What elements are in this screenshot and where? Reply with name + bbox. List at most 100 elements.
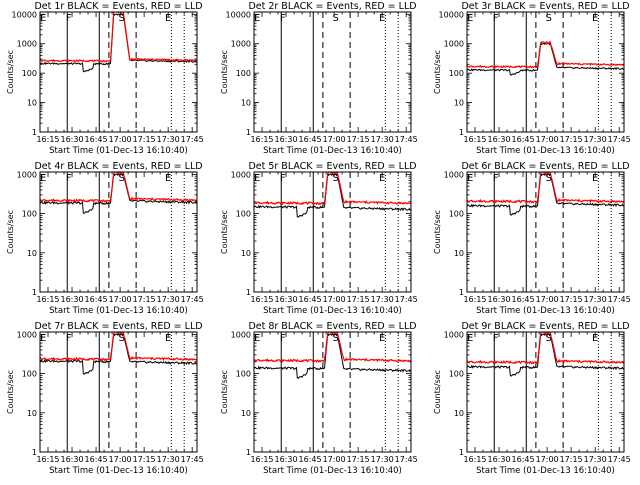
x-axis-label: Start Time (01-Dec-13 16:10:40): [49, 306, 188, 316]
flag-label: E: [592, 13, 598, 24]
y-tick-label: 1: [459, 448, 464, 457]
y-axis-label: Counts/sec: [6, 370, 15, 414]
x-tick-label: 17:00: [109, 135, 132, 144]
flag-label: F: [66, 173, 72, 184]
x-tick-label: 16:15: [463, 135, 486, 144]
panel-det-6: Det 6r BLACK = Events, RED = LLD Counts/s…: [433, 161, 631, 316]
x-tick-label: 17:00: [536, 295, 559, 304]
x-tick-label: 17:00: [536, 455, 559, 464]
x-tick-label: 16:30: [61, 295, 84, 304]
y-tick-label: 10: [27, 249, 37, 258]
x-tick-label: 16:15: [36, 295, 59, 304]
x-tick-label: 16:45: [85, 455, 108, 464]
series-group: [467, 332, 624, 377]
y-tick-label: 1000: [17, 40, 37, 49]
x-tick-label: 17:15: [347, 455, 370, 464]
y-tick-label: 100: [22, 210, 37, 219]
marker-lines: [280, 332, 399, 452]
y-tick-label: 1: [459, 128, 464, 137]
flag-label: S: [119, 13, 125, 24]
y-tick-label: 1000: [444, 330, 464, 339]
lld-series-line: [254, 332, 411, 364]
marker-lines: [280, 12, 399, 132]
x-tick-label: 17:15: [133, 135, 156, 144]
y-tick-label: 1: [32, 288, 37, 297]
y-tick-label: 10000: [226, 10, 251, 19]
x-tick-label: 17:30: [584, 295, 607, 304]
x-tick-label: 17:00: [536, 135, 559, 144]
y-tick-label: 10: [241, 99, 251, 108]
panel-det-3: Det 3r BLACK = Events, RED = LLD Counts/s…: [433, 1, 631, 156]
panel-det-1: Det 1r BLACK = Events, RED = LLD Counts/s…: [6, 1, 204, 156]
flag-label: E: [592, 173, 598, 184]
x-tick-label: 17:45: [608, 455, 631, 464]
panel-det-7: Det 7r BLACK = Events, RED = LLD Counts/s…: [6, 321, 204, 476]
x-tick-label: 16:15: [36, 135, 59, 144]
x-axis-label: Start Time (01-Dec-13 16:10:40): [476, 466, 615, 476]
y-tick-label: 10: [454, 99, 464, 108]
x-tick-label: 16:45: [512, 455, 535, 464]
x-tick-label: 16:30: [275, 135, 298, 144]
x-tick-label: 16:30: [61, 455, 84, 464]
x-tick-label: 17:45: [395, 295, 418, 304]
y-tick-label: 1: [246, 288, 251, 297]
panel-det-9: Det 9r BLACK = Events, RED = LLD Counts/s…: [433, 321, 631, 476]
x-tick-label: 17:30: [584, 135, 607, 144]
plot-frame: [39, 331, 198, 453]
x-tick-label: 17:15: [347, 135, 370, 144]
y-tick-label: 10000: [12, 10, 37, 19]
lld-series-line: [254, 172, 411, 206]
y-axis-label: Counts/sec: [433, 370, 442, 414]
x-tick-label: 17:30: [157, 455, 180, 464]
y-tick-label: 10: [454, 249, 464, 258]
x-tick-label: 16:45: [85, 295, 108, 304]
flag-label: E: [254, 333, 260, 344]
y-tick-label: 1: [246, 128, 251, 137]
x-tick-label: 17:30: [157, 135, 180, 144]
x-tick-label: 17:30: [157, 295, 180, 304]
y-axis-label: Counts/sec: [220, 50, 229, 94]
plot-frame: [253, 171, 412, 293]
events-series-line: [40, 172, 197, 215]
plot-frame: [466, 171, 625, 293]
x-tick-label: 16:30: [488, 295, 511, 304]
y-tick-label: 100: [236, 370, 251, 379]
y-tick-label: 100: [449, 210, 464, 219]
events-series-line: [40, 12, 197, 73]
series-group: [40, 332, 197, 375]
flag-label: E: [592, 333, 598, 344]
x-tick-label: 17:30: [371, 135, 394, 144]
events-series-line: [467, 41, 624, 76]
x-tick-label: 17:30: [584, 455, 607, 464]
plot-frame: [466, 11, 625, 133]
y-axis-label: Counts/sec: [6, 210, 15, 254]
x-tick-label: 17:15: [560, 135, 583, 144]
flag-label: S: [546, 13, 552, 24]
x-tick-label: 16:15: [463, 295, 486, 304]
y-tick-label: 10: [27, 99, 37, 108]
flag-label: F: [280, 13, 286, 24]
x-tick-label: 17:00: [323, 455, 346, 464]
y-tick-label: 1: [32, 128, 37, 137]
events-series-line: [254, 172, 411, 218]
plot-frame: [253, 331, 412, 453]
flag-label: S: [119, 173, 125, 184]
flag-label: E: [379, 13, 385, 24]
lld-series-line: [40, 332, 197, 362]
panel-title: Det 9r BLACK = Events, RED = LLD: [461, 321, 629, 332]
lld-series-line: [467, 172, 624, 204]
y-tick-label: 1000: [231, 170, 251, 179]
y-tick-label: 10: [454, 409, 464, 418]
panel-title: Det 3r BLACK = Events, RED = LLD: [461, 1, 629, 12]
plot-frame: [39, 171, 198, 293]
x-tick-label: 17:15: [347, 295, 370, 304]
marker-lines: [66, 172, 185, 292]
x-tick-label: 17:45: [395, 135, 418, 144]
marker-lines: [493, 12, 612, 132]
flag-label: F: [280, 333, 286, 344]
x-tick-label: 17:15: [560, 295, 583, 304]
x-tick-label: 17:45: [608, 295, 631, 304]
x-axis-label: Start Time (01-Dec-13 16:10:40): [476, 146, 615, 156]
x-axis-label: Start Time (01-Dec-13 16:10:40): [263, 466, 402, 476]
